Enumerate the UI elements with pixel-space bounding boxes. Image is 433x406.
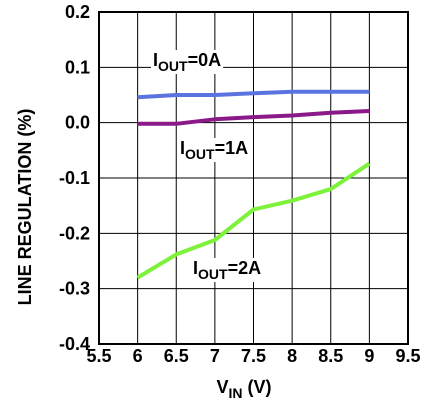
- x-tick-label: 5.5: [86, 346, 111, 366]
- x-tick-label: 9.5: [395, 346, 420, 366]
- x-tick-label: 8.5: [318, 346, 343, 366]
- y-tick-label: 0.1: [65, 57, 90, 77]
- series-label-background: [178, 138, 251, 162]
- x-tick-label: 7.5: [241, 346, 266, 366]
- series-layer: [136, 89, 371, 280]
- series-label-iout-2a: IOUT=2A: [193, 258, 261, 282]
- series-line-iout-0a: [137, 89, 370, 100]
- grid-layer: [99, 12, 408, 344]
- x-tick-label: 6.5: [164, 346, 189, 366]
- x-tick-label: 9: [364, 346, 374, 366]
- series-line-iout-2a: [136, 161, 371, 280]
- series-label-iout-1a: IOUT=1A: [180, 138, 248, 162]
- tick-label-layer: 5.5 6 6.5 7 7.5 8 8.5 9 9.5 0.2 0.1 0.0 -0.1 -0.2 -0.3…: [59, 2, 421, 366]
- x-axis-title-sub: IN: [229, 385, 243, 401]
- y-tick-label: -0.4: [59, 334, 90, 354]
- x-axis-title-main: V: [216, 377, 228, 397]
- y-tick-label: -0.2: [59, 223, 90, 243]
- series-label-background: [191, 258, 264, 282]
- series-label-background: [151, 50, 224, 74]
- series-label-iout-0a: IOUT=0A: [153, 50, 221, 74]
- x-axis-title-unit: (V): [243, 377, 272, 397]
- y-tick-label: -0.1: [59, 168, 90, 188]
- plot-frame: [98, 11, 409, 345]
- y-axis-title: LINE REGULATION (%): [15, 109, 35, 306]
- series-line-iout-1a: [137, 109, 370, 126]
- y-tick-label: 0.2: [65, 2, 90, 22]
- x-tick-label: 8: [287, 346, 297, 366]
- y-tick-label: -0.3: [59, 279, 90, 299]
- x-tick-label: 7: [210, 346, 220, 366]
- x-axis-title: VIN (V): [216, 377, 271, 401]
- series-label-layer: IOUT=0A IOUT=1A IOUT=2A: [151, 50, 264, 282]
- y-tick-label: 0.0: [65, 113, 90, 133]
- x-tick-label: 6: [133, 346, 143, 366]
